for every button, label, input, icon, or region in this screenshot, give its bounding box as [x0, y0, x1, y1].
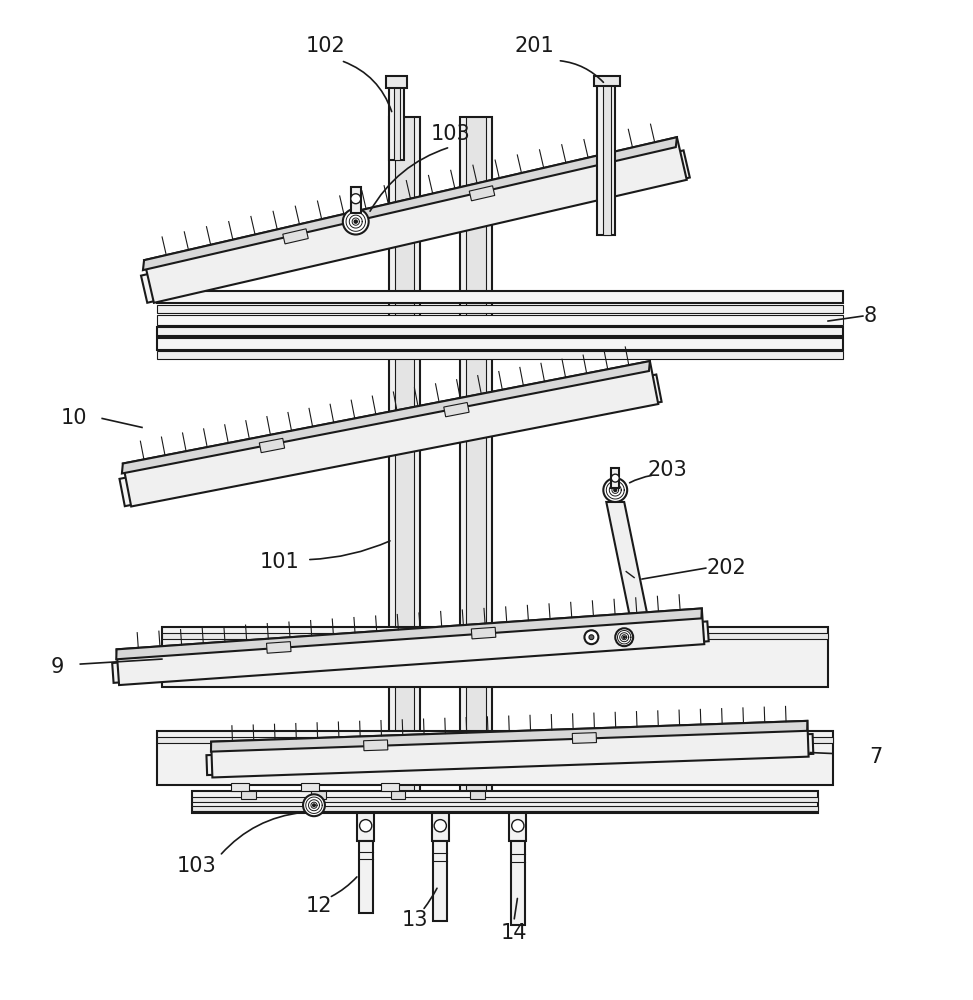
Circle shape [585, 630, 598, 644]
Bar [157, 351, 843, 359]
Bar [351, 187, 361, 213]
Polygon shape [206, 734, 813, 775]
Circle shape [303, 794, 325, 816]
Polygon shape [283, 229, 308, 244]
Bar [603, 80, 611, 235]
Text: 103: 103 [177, 856, 217, 876]
Bar [510, 813, 526, 841]
Bar [157, 327, 843, 336]
Bar [433, 841, 448, 921]
Bar [311, 791, 326, 799]
Text: 12: 12 [306, 896, 332, 916]
Bar [470, 791, 485, 799]
Bar [359, 841, 373, 913]
Bar [466, 117, 486, 793]
Text: 201: 201 [515, 36, 555, 56]
Bar [192, 797, 818, 802]
Circle shape [512, 820, 523, 832]
Polygon shape [122, 361, 650, 473]
Bar [157, 737, 833, 743]
Circle shape [360, 820, 372, 832]
Circle shape [434, 820, 447, 832]
Polygon shape [259, 438, 285, 453]
Bar [460, 117, 492, 793]
Circle shape [342, 209, 369, 235]
Bar [432, 813, 449, 841]
Polygon shape [267, 642, 291, 653]
Text: 103: 103 [430, 124, 470, 144]
Text: 14: 14 [500, 923, 527, 943]
Polygon shape [606, 502, 654, 647]
Bar [388, 80, 405, 160]
Circle shape [603, 478, 628, 502]
Polygon shape [117, 608, 704, 685]
Bar [162, 627, 828, 687]
Text: 7: 7 [869, 747, 883, 767]
Text: 8: 8 [863, 306, 877, 326]
Circle shape [623, 636, 626, 638]
Polygon shape [364, 740, 388, 751]
Bar [162, 633, 828, 639]
Bar [232, 783, 249, 791]
Bar [157, 731, 833, 785]
Polygon shape [469, 186, 494, 201]
Bar [241, 791, 256, 799]
Text: 101: 101 [260, 552, 299, 572]
Polygon shape [120, 375, 662, 506]
Bar [597, 80, 615, 235]
Bar [157, 338, 843, 350]
Circle shape [351, 194, 361, 204]
Bar [157, 315, 843, 325]
Text: 102: 102 [306, 36, 345, 56]
Circle shape [615, 628, 633, 646]
Bar [390, 791, 406, 799]
Bar [157, 291, 843, 303]
Text: 203: 203 [647, 460, 687, 480]
Circle shape [589, 635, 594, 640]
Bar [611, 468, 619, 488]
Text: 9: 9 [51, 657, 64, 677]
Text: 202: 202 [706, 558, 746, 578]
Polygon shape [123, 361, 659, 506]
Bar [595, 76, 620, 86]
Bar [357, 813, 374, 841]
Polygon shape [141, 150, 690, 303]
Polygon shape [211, 721, 809, 777]
Circle shape [614, 489, 617, 491]
Polygon shape [211, 721, 808, 752]
Bar [394, 117, 414, 793]
Circle shape [611, 474, 619, 482]
Text: 13: 13 [402, 910, 429, 930]
Bar [388, 117, 420, 793]
Polygon shape [572, 733, 596, 743]
Polygon shape [471, 627, 496, 639]
Polygon shape [116, 608, 702, 659]
Polygon shape [112, 621, 708, 683]
Bar [385, 76, 408, 88]
Bar [301, 783, 319, 791]
Polygon shape [144, 137, 687, 303]
Bar [380, 783, 399, 791]
Polygon shape [444, 402, 469, 417]
Bar [192, 791, 818, 813]
Circle shape [312, 804, 315, 807]
Bar [157, 305, 843, 313]
Bar [393, 80, 401, 160]
Bar [192, 806, 818, 811]
Circle shape [354, 220, 357, 223]
Text: 10: 10 [61, 408, 88, 428]
Bar [511, 841, 524, 925]
Polygon shape [143, 137, 677, 270]
